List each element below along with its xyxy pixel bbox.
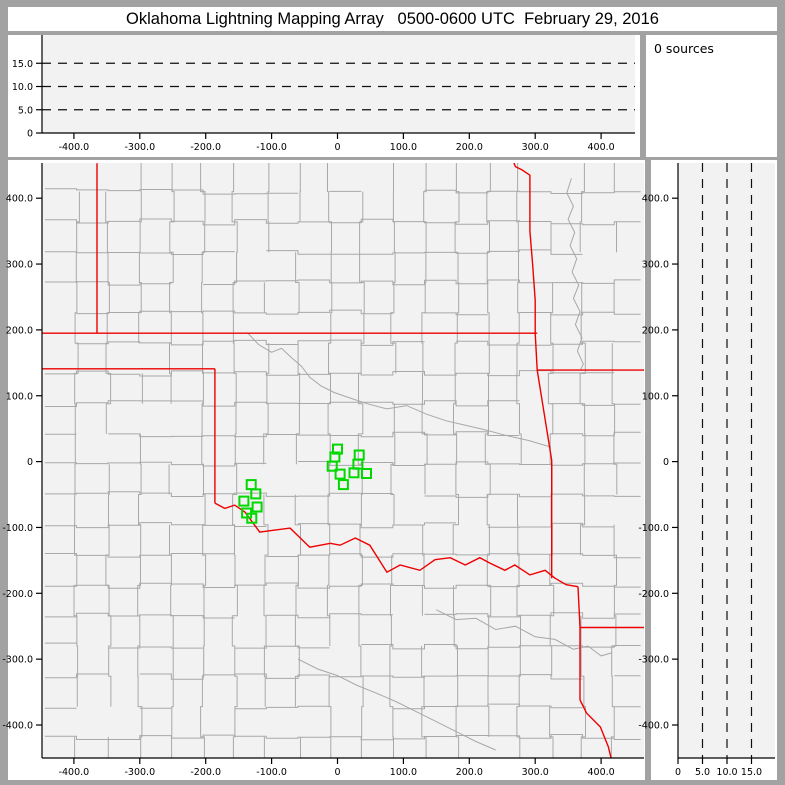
svg-text:400.0: 400.0: [642, 194, 669, 205]
svg-text:10.0: 10.0: [12, 82, 33, 93]
svg-text:-300.0: -300.0: [124, 142, 155, 153]
altitude-ns-plot[interactable]: 400.0 300.0 200.0 100.0 0 -100.0 -200.0 -300.0 -…: [638, 160, 777, 780]
svg-text:400.0: 400.0: [587, 142, 614, 153]
svg-text:0: 0: [334, 767, 340, 778]
altitude-ns-plot-panel[interactable]: 400.0 300.0 200.0 100.0 0 -100.0 -200.0 -300.0 -…: [638, 160, 777, 780]
lma-station-marker: [361, 468, 372, 479]
lma-stations: [238, 443, 372, 524]
svg-text:-200.0: -200.0: [2, 589, 33, 600]
state-boundaries: [42, 163, 644, 758]
svg-text:100.0: 100.0: [390, 142, 417, 153]
svg-text:0: 0: [27, 457, 33, 468]
svg-text:0: 0: [27, 129, 33, 140]
altitude-ew-axes: [36, 35, 635, 139]
svg-text:200.0: 200.0: [6, 325, 33, 336]
svg-text:-400.0: -400.0: [59, 142, 90, 153]
window-title: Oklahoma Lightning Mapping Array 0500-06…: [8, 7, 777, 31]
sources-count-label: 0 sources: [654, 41, 714, 56]
svg-text:200.0: 200.0: [456, 767, 483, 778]
svg-text:-400.0: -400.0: [59, 767, 90, 778]
svg-text:15.0: 15.0: [741, 767, 762, 778]
svg-text:0: 0: [675, 767, 681, 778]
svg-text:10.0: 10.0: [716, 767, 737, 778]
svg-text:-100.0: -100.0: [2, 523, 33, 534]
svg-text:-100.0: -100.0: [638, 523, 669, 534]
svg-text:15.0: 15.0: [12, 59, 33, 70]
altitude-ew-plot[interactable]: 15.0 10.0 5.0 0 -400.0 -300.0 -200.0 -100.0 0 100…: [8, 35, 640, 157]
lma-station-marker: [348, 467, 360, 479]
svg-text:-200.0: -200.0: [638, 589, 669, 600]
svg-text:5.0: 5.0: [695, 767, 710, 778]
svg-text:300.0: 300.0: [642, 260, 669, 271]
svg-text:0: 0: [663, 457, 669, 468]
altitude-ns-axes: [672, 163, 775, 764]
svg-text:200.0: 200.0: [456, 142, 483, 153]
svg-text:-100.0: -100.0: [256, 767, 287, 778]
svg-text:100.0: 100.0: [642, 391, 669, 402]
svg-text:-300.0: -300.0: [638, 655, 669, 666]
svg-text:-300.0: -300.0: [2, 655, 33, 666]
svg-text:-200.0: -200.0: [190, 767, 221, 778]
svg-text:300.0: 300.0: [522, 767, 549, 778]
svg-text:-400.0: -400.0: [638, 721, 669, 732]
sources-count-box: 0 sources: [646, 35, 777, 157]
svg-text:-400.0: -400.0: [2, 721, 33, 732]
lma-station-marker: [238, 495, 250, 507]
lma-station-marker: [246, 512, 258, 524]
altitude-ew-plot-panel[interactable]: 15.0 10.0 5.0 0 -400.0 -300.0 -200.0 -100.0 0 100…: [8, 35, 640, 157]
svg-text:100.0: 100.0: [390, 767, 417, 778]
altitude-ns-gridlines: [701, 163, 753, 758]
lma-station-marker: [251, 501, 263, 513]
svg-text:400.0: 400.0: [587, 767, 614, 778]
lma-station-marker: [337, 479, 349, 491]
lma-station-marker: [334, 468, 346, 480]
svg-text:200.0: 200.0: [642, 325, 669, 336]
svg-text:5.0: 5.0: [18, 105, 33, 116]
lma-station-marker: [332, 443, 343, 455]
svg-text:400.0: 400.0: [6, 194, 33, 205]
svg-text:300.0: 300.0: [6, 260, 33, 271]
county-boundaries: [44, 163, 641, 758]
plan-view-map-panel[interactable]: 400.0 300.0 200.0 100.0 0 -100.0 -200.0 -300.0 -…: [2, 160, 645, 780]
svg-text:-100.0: -100.0: [256, 142, 287, 153]
svg-text:300.0: 300.0: [522, 142, 549, 153]
map-layers: [42, 163, 644, 758]
svg-text:-300.0: -300.0: [124, 767, 155, 778]
rivers: [246, 178, 613, 751]
map-axes: [36, 163, 644, 764]
altitude-gridlines: [42, 62, 635, 111]
plan-view-map[interactable]: 400.0 300.0 200.0 100.0 0 -100.0 -200.0 -300.0 -…: [2, 160, 645, 780]
lma-station-marker: [250, 488, 262, 500]
svg-text:0: 0: [334, 142, 340, 153]
svg-text:100.0: 100.0: [6, 391, 33, 402]
svg-text:-200.0: -200.0: [190, 142, 221, 153]
lma-station-marker: [326, 460, 338, 472]
